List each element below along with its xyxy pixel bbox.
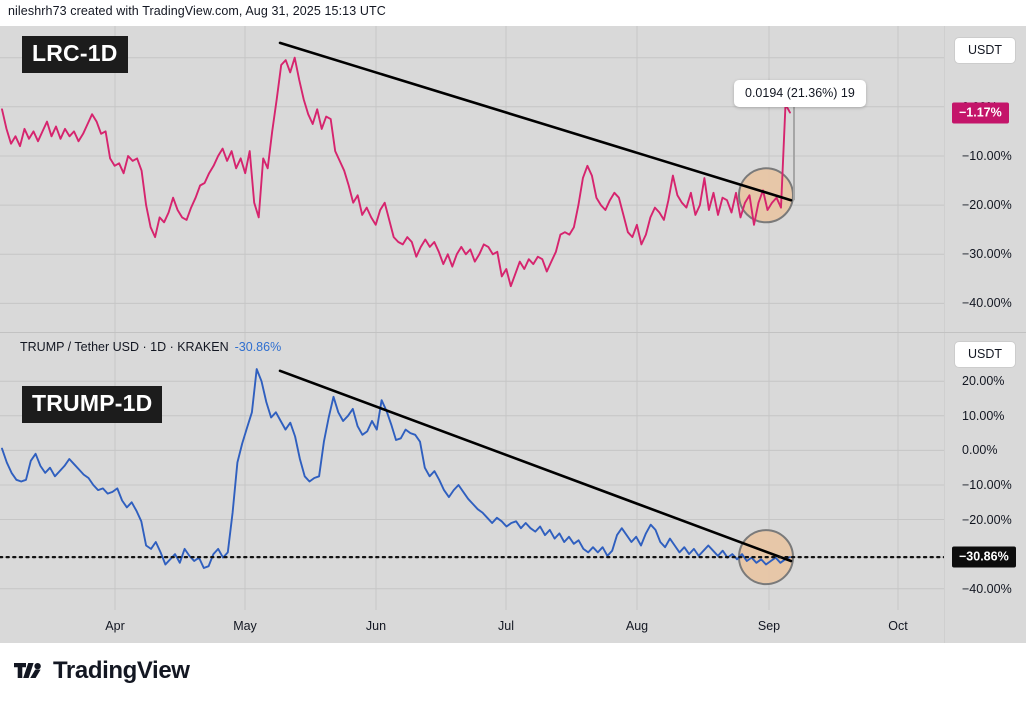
price-tick-top-5: −40.00% <box>962 296 1012 311</box>
time-tick-oct: Oct <box>888 619 908 633</box>
tradingview-logo-icon <box>14 663 41 678</box>
last-value-badge-lrc: −1.17% <box>952 102 1009 124</box>
price-tick-bottom-3: −10.00% <box>962 477 1012 492</box>
time-tick-jun: Jun <box>365 619 387 633</box>
symbol-badge-trump: TRUMP-1D <box>22 386 163 423</box>
time-axis: Apr May Jun Jul Aug Sep Oct <box>0 610 1026 643</box>
time-tick-jul: Jul <box>498 619 514 633</box>
legend-change-value: -30.86% <box>234 340 282 354</box>
price-tick-bottom-4: −20.00% <box>962 512 1012 527</box>
legend-trump[interactable]: TRUMP / Tether USD · 1D · KRAKEN -30.86% <box>20 340 281 354</box>
currency-pill-top[interactable]: USDT <box>955 38 1015 63</box>
footer: TradingView <box>0 643 1026 704</box>
price-tooltip: 0.0194 (21.36%) 19 <box>734 80 866 107</box>
pane-divider <box>0 332 1026 333</box>
attribution-text: nileshrh73 created with TradingView.com,… <box>8 4 386 18</box>
pane-trump[interactable] <box>0 333 1026 610</box>
trump-plot <box>0 333 944 610</box>
lrc-plot <box>0 26 944 332</box>
price-tick-bottom-2: 0.00% <box>962 443 998 458</box>
symbol-badge-lrc: LRC-1D <box>22 36 128 73</box>
legend-symbol-text: TRUMP / Tether USD · 1D · KRAKEN <box>20 340 229 354</box>
last-value-badge-trump: −30.86% <box>952 546 1016 568</box>
time-tick-aug: Aug <box>625 619 649 633</box>
price-axis-separator <box>944 26 945 643</box>
brand-name-text: TradingView <box>53 657 190 684</box>
chart-shell: Apr May Jun Jul Aug Sep Oct 10.00% 0.00% −10.00%… <box>0 26 1026 643</box>
price-tick-top-3: −20.00% <box>962 198 1012 213</box>
brand-logo: TradingView <box>14 657 190 685</box>
price-tick-bottom-1: 10.00% <box>962 408 1005 423</box>
time-tick-apr: Apr <box>105 619 125 633</box>
currency-pill-bottom[interactable]: USDT <box>955 342 1015 367</box>
time-tick-may: May <box>233 619 257 633</box>
price-tick-bottom-6: −40.00% <box>962 581 1012 596</box>
time-tick-sep: Sep <box>757 619 781 633</box>
price-tick-bottom-0: 20.00% <box>962 374 1005 389</box>
price-tick-top-4: −30.00% <box>962 247 1012 262</box>
price-tick-top-2: −10.00% <box>962 148 1012 163</box>
pane-lrc[interactable] <box>0 26 1026 332</box>
